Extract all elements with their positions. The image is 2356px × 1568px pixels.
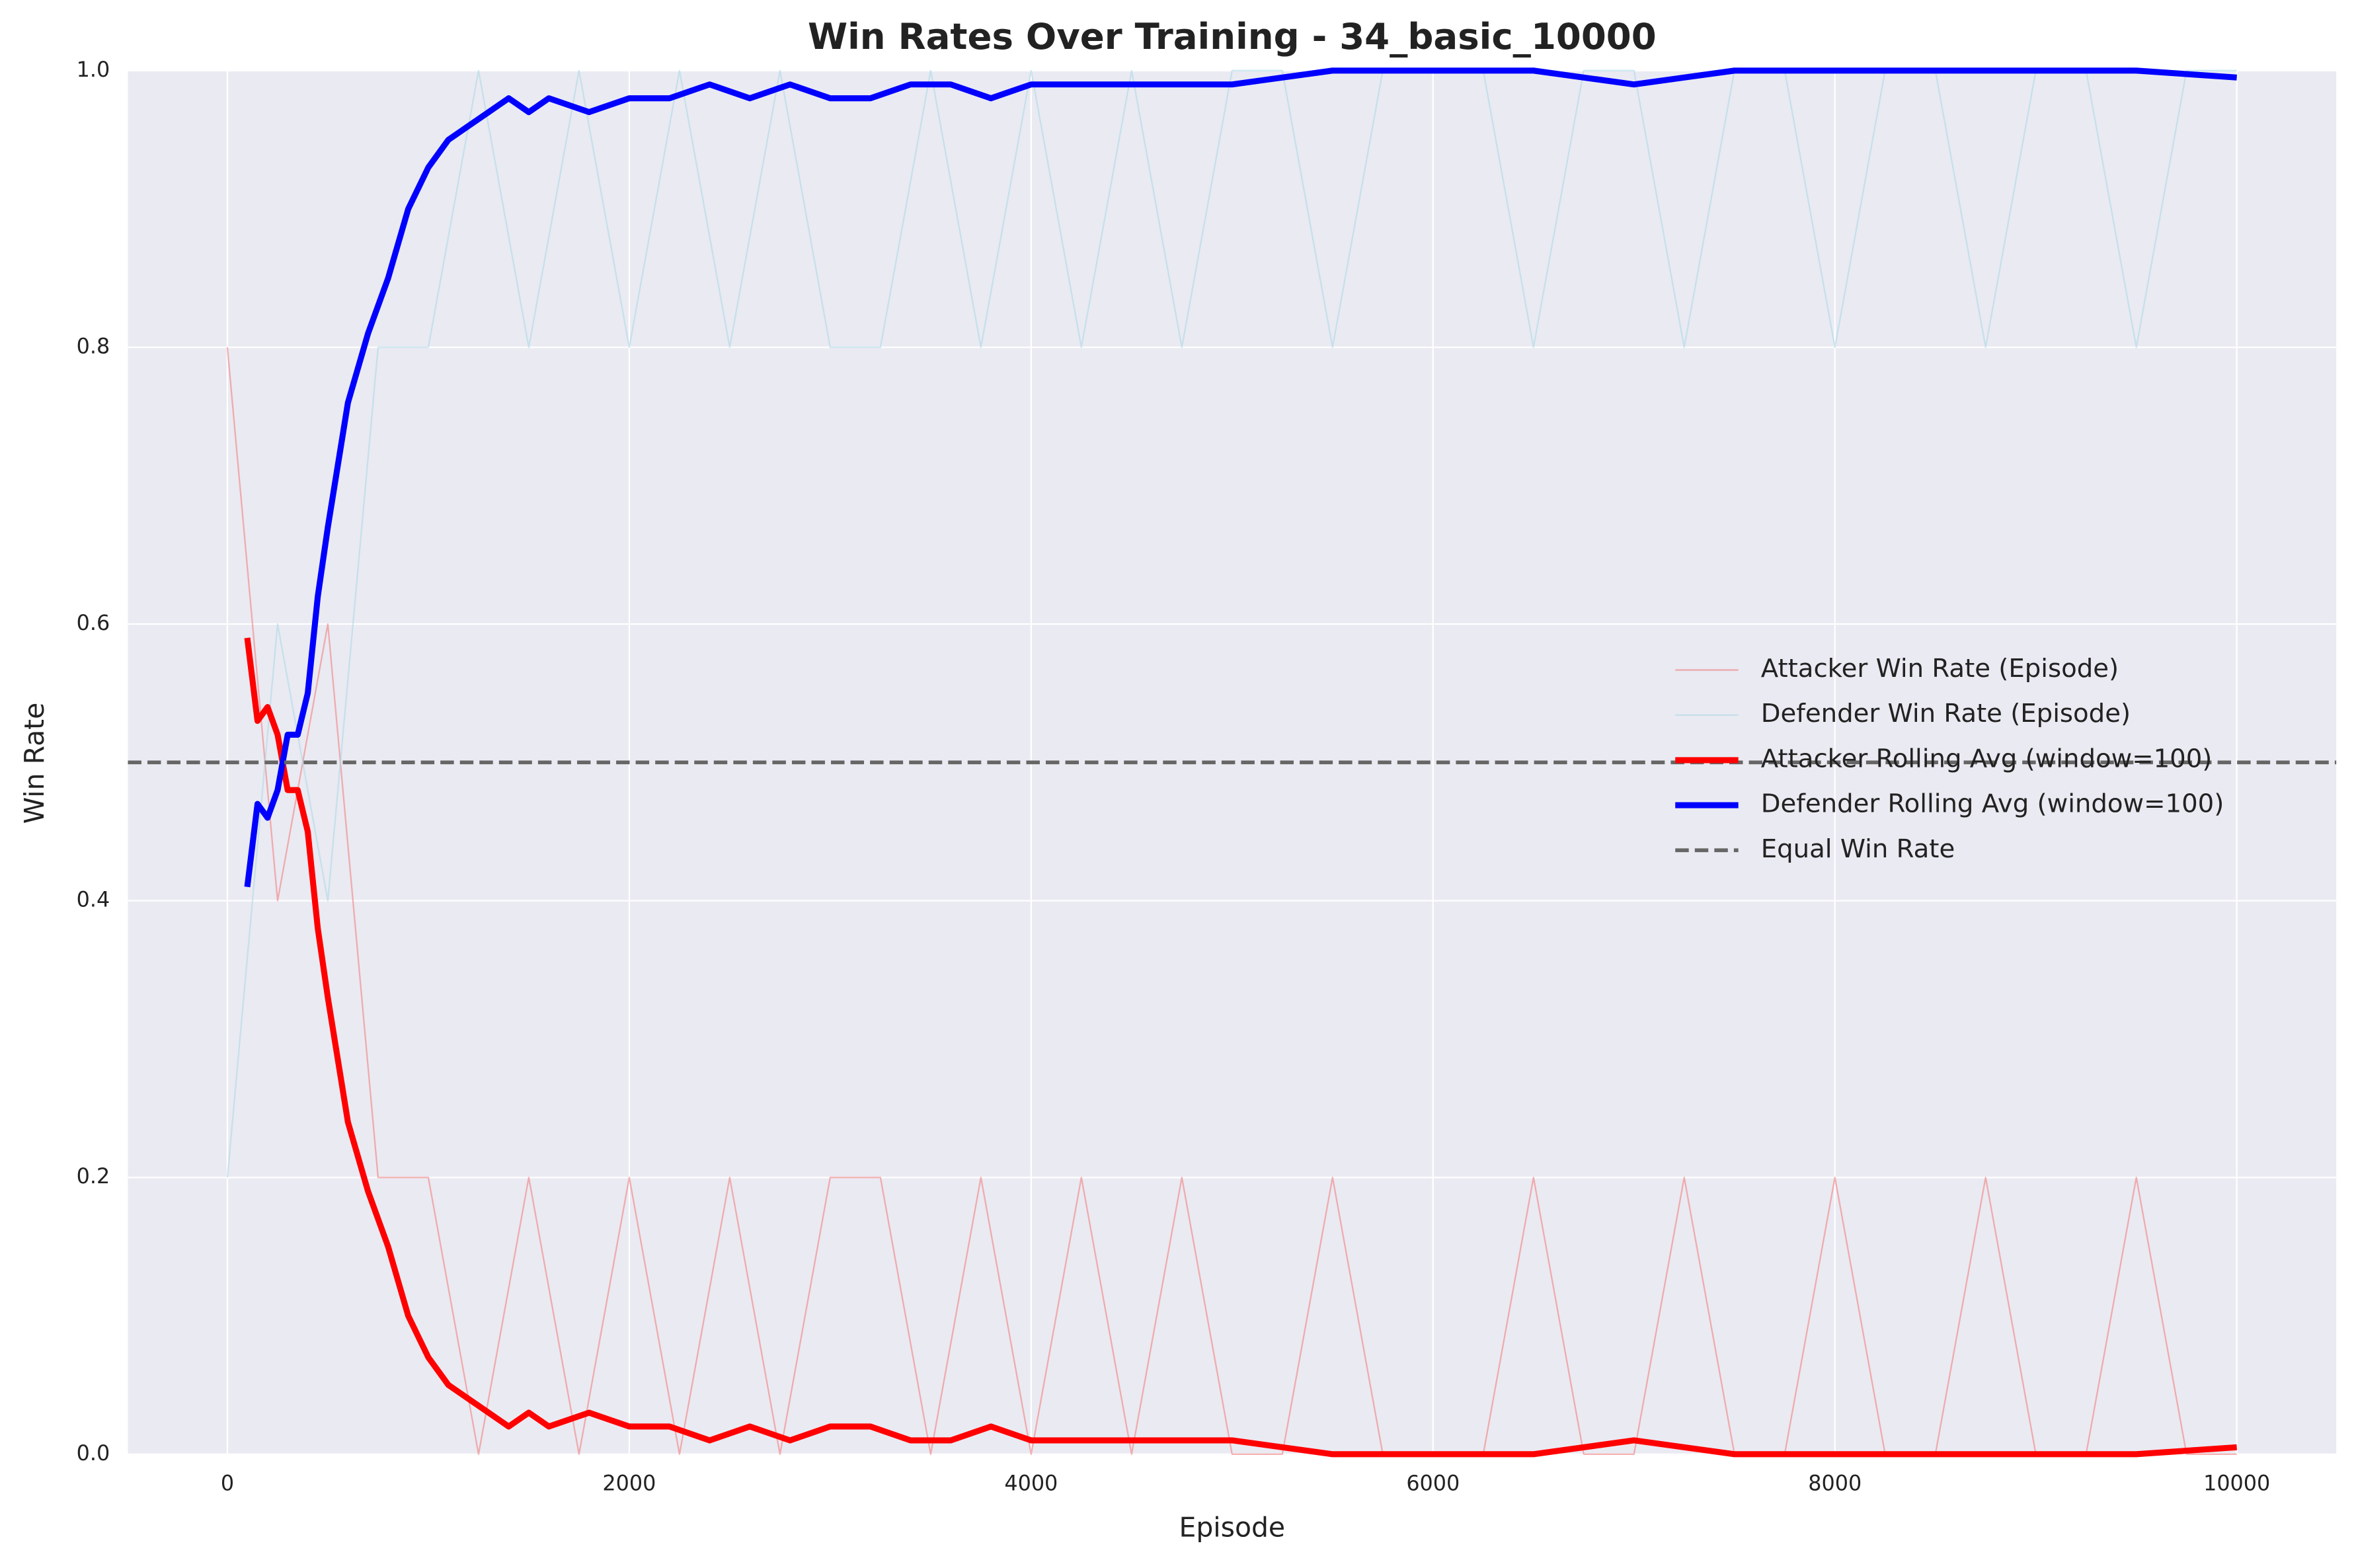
legend-label: Defender Rolling Avg (window=100) <box>1761 789 2224 819</box>
legend-label: Defender Win Rate (Episode) <box>1761 699 2131 728</box>
legend-label: Attacker Rolling Avg (window=100) <box>1761 744 2213 773</box>
x-axis-label: Episode <box>1179 1511 1286 1543</box>
legend-label: Attacker Win Rate (Episode) <box>1761 654 2119 684</box>
x-tick-label: 10000 <box>2203 1470 2270 1495</box>
x-tick-label: 6000 <box>1406 1470 1460 1495</box>
y-tick-label: 0.2 <box>77 1163 110 1189</box>
y-tick-label: 0.6 <box>77 610 110 635</box>
chart-title: Win Rates Over Training - 34_basic_10000 <box>808 15 1657 58</box>
marks <box>128 67 2337 1458</box>
legend: Attacker Win Rate (Episode) Defender Win … <box>1675 654 2224 864</box>
y-tick-label: 0.8 <box>77 333 110 358</box>
y-tick-label: 0.4 <box>77 887 110 912</box>
y-tick-label: 0.0 <box>77 1440 110 1466</box>
x-tick-label: 0 <box>221 1470 234 1495</box>
y-tick-label: 1.0 <box>77 57 110 82</box>
x-tick-label: 4000 <box>1004 1470 1058 1495</box>
x-tick-label: 8000 <box>1808 1470 1862 1495</box>
series-line <box>244 637 2237 1458</box>
x-tick-label: 2000 <box>602 1470 656 1495</box>
y-axis-label: Win Rate <box>19 703 50 824</box>
series-line <box>244 67 2237 888</box>
legend-label: Equal Win Rate <box>1761 834 1955 864</box>
